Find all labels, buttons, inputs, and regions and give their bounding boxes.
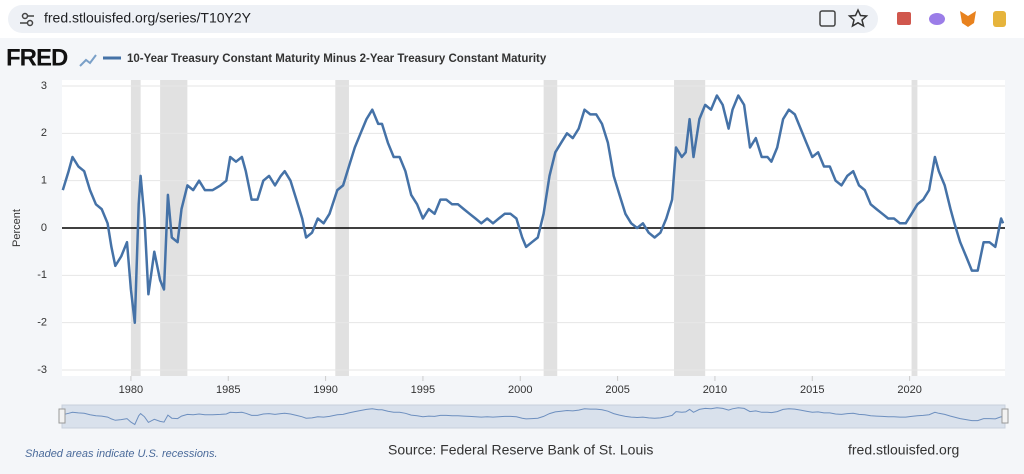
x-tick-label: 2015 [800, 384, 824, 396]
site-info-icon[interactable] [20, 12, 34, 27]
recession-note: Shaded areas indicate U.S. recessions. [25, 448, 218, 460]
logo: FRED [6, 44, 68, 71]
x-tick-label: 1995 [411, 384, 435, 396]
y-axis-label: Percent [11, 209, 23, 247]
y-tick-label: 0 [41, 222, 47, 234]
y-tick-label: -1 [37, 269, 47, 281]
y-tick-label: 2 [41, 127, 47, 139]
x-tick-label: 2000 [508, 384, 532, 396]
y-tick-label: 1 [41, 175, 47, 187]
navigator-handle[interactable] [58, 408, 66, 424]
extension-icon[interactable] [897, 12, 911, 25]
extension-icon[interactable] [993, 11, 1006, 27]
logo-graph [79, 54, 97, 67]
extension-icon[interactable] [960, 11, 976, 27]
series-line [61, 94, 1005, 324]
x-tick-label: 2005 [605, 384, 629, 396]
y-tick-label: -3 [37, 364, 47, 376]
x-tick-label: 1985 [216, 384, 240, 396]
bookmark-icon[interactable] [847, 8, 869, 28]
x-tick-label: 2010 [703, 384, 727, 396]
translate-icon[interactable] [819, 10, 836, 27]
x-tick-label: 2020 [897, 384, 921, 396]
navigator-handle[interactable] [1001, 408, 1009, 424]
source: Source: Federal Reserve Bank of St. Loui… [388, 442, 653, 458]
y-tick-label: -2 [37, 317, 47, 329]
navigator [61, 404, 1006, 429]
site-link[interactable]: fred.stlouisfed.org [848, 442, 959, 458]
extension-icon[interactable] [929, 13, 945, 25]
y-tick-label: 3 [41, 80, 47, 92]
legend-label: 10-Year Treasury Constant Maturity Minus… [127, 53, 547, 65]
x-tick-label: 1990 [313, 384, 337, 396]
navigator-line [62, 407, 1004, 426]
x-tick-label: 1980 [119, 384, 143, 396]
url[interactable]: fred.stlouisfed.org/series/T10Y2Y [44, 10, 252, 26]
address-bar[interactable] [8, 5, 878, 33]
